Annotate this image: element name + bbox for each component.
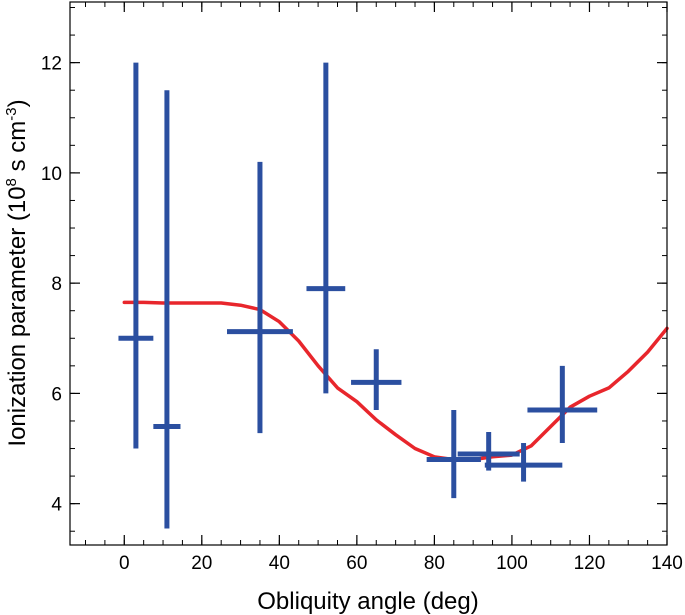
y-axis-title: Ionization parameter (108 s cm-3) [3,99,31,446]
data-points-layer [118,62,598,529]
plot-frame [69,1,668,546]
data-point [306,62,346,394]
x-tick-label: 80 [424,553,445,574]
x-tick-label: 100 [496,553,528,574]
y-tick-label: 4 [51,495,62,516]
tick-marks [70,2,668,545]
data-point [426,409,481,499]
data-point [527,365,598,444]
data-point [484,443,563,482]
y-tick-label: 12 [41,54,62,75]
x-tick-label: 0 [119,553,130,574]
model-curve [122,300,669,462]
x-tick-label: 120 [574,553,606,574]
x-tick-label: 40 [269,553,290,574]
x-tick-label: 60 [346,553,367,574]
data-point [153,90,181,529]
y-tick-label: 6 [51,384,62,405]
data-point [118,62,154,449]
tick-labels: 0 20 40 60 80 100 120 140 4 6 8 10 12 [41,54,683,574]
x-axis-title: Obliquity angle (deg) [257,588,478,615]
model-curve-layer [122,300,669,462]
y-tick-label: 10 [41,164,62,185]
x-tick-label: 20 [191,553,212,574]
data-point [351,349,402,410]
y-tick-label: 8 [51,274,62,295]
x-tick-label: 140 [651,553,683,574]
data-point [227,161,293,434]
